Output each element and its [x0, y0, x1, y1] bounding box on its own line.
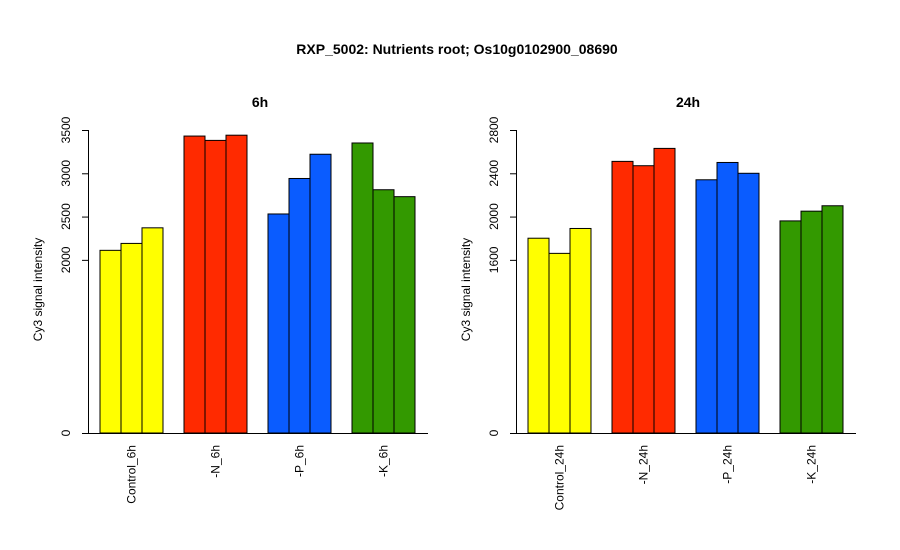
y-tick-label: 2800 [487, 116, 501, 143]
bar--K_24h-2 [800, 210, 823, 434]
y-tick-label: 2400 [487, 160, 501, 187]
bar--N_6h-2 [204, 139, 227, 434]
bar--P_24h-2 [716, 161, 739, 434]
category-label: -P_6h [293, 445, 307, 477]
bar--K_6h-1 [351, 142, 374, 434]
category-label: -K_6h [377, 445, 391, 477]
y-tick-label: 1600 [487, 246, 501, 273]
y-tick-label: 2000 [59, 246, 73, 273]
bar--K_24h-3 [821, 205, 844, 434]
bar--K_6h-3 [393, 196, 416, 434]
bar--N_6h-3 [225, 134, 248, 434]
y-tick-label: 0 [487, 429, 501, 436]
bar--P_24h-3 [737, 172, 760, 434]
bar-Control_24h-3 [569, 227, 592, 434]
bar--K_6h-2 [372, 189, 395, 434]
bar-Control_24h-1 [527, 237, 550, 434]
panel-title: 24h [676, 94, 700, 110]
y-tick-label: 3500 [59, 116, 73, 143]
bar-Control_6h-3 [141, 227, 164, 434]
y-tick-label: 2500 [59, 203, 73, 230]
bar--P_6h-2 [288, 177, 311, 434]
y-tick-label: 2000 [487, 203, 501, 230]
category-label: -N_24h [637, 445, 651, 484]
page-title: RXP_5002: Nutrients root; Os10g0102900_0… [296, 41, 618, 57]
bar-Control_6h-1 [99, 249, 122, 434]
y-axis-label: Cy3 signal intensity [459, 238, 473, 341]
category-label: -P_24h [721, 445, 735, 484]
y-axis-label: Cy3 signal intensity [31, 238, 45, 341]
bar--N_24h-1 [611, 160, 634, 434]
bar--N_24h-3 [653, 147, 676, 434]
bar--K_24h-1 [779, 220, 802, 434]
bar--P_6h-1 [267, 213, 290, 434]
panel-title: 6h [252, 94, 268, 110]
y-tick-label: 0 [59, 429, 73, 436]
bar--P_6h-3 [309, 153, 332, 434]
category-label: Control_24h [553, 445, 567, 510]
bar--P_24h-1 [695, 179, 718, 434]
panel-2: 24h Cy3 signal intensity Control_24h -N_24h… [459, 94, 856, 510]
y-tick-label: 3000 [59, 160, 73, 187]
bar--N_24h-2 [632, 165, 655, 434]
bar-Control_6h-2 [120, 242, 143, 434]
bar-Control_24h-2 [548, 252, 571, 434]
category-label: Control_6h [125, 445, 139, 504]
category-label: -N_6h [209, 445, 223, 478]
category-label: -K_24h [805, 445, 819, 484]
bar--N_6h-1 [183, 135, 206, 434]
panel-1: 6h Cy3 signal intensity Control_6h -N_6h -P_… [31, 94, 428, 504]
